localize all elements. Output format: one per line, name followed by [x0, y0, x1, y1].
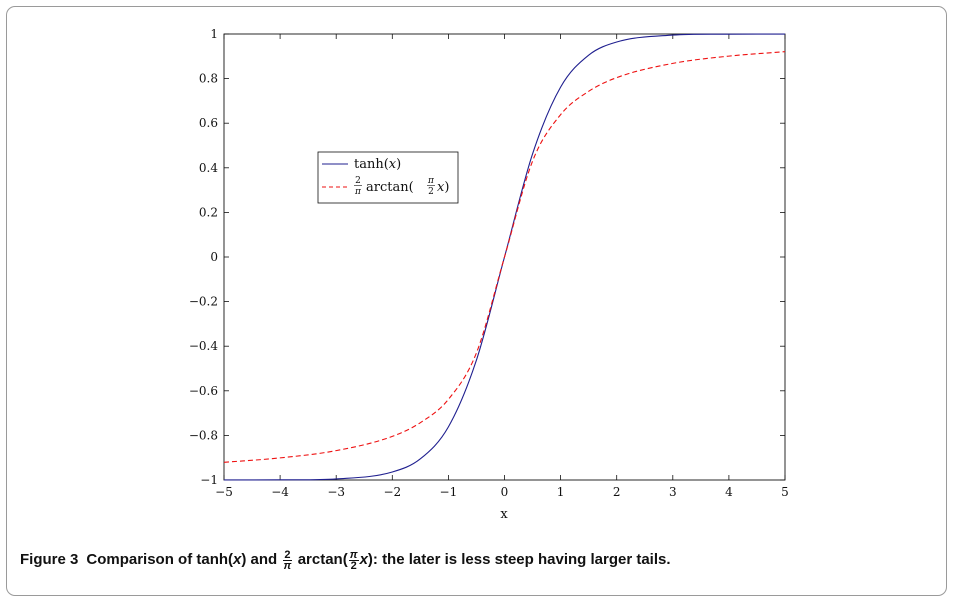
y-tick-label: 0.6: [199, 116, 218, 130]
series-line-arctan: [223, 51, 786, 463]
caption-frac2-numerator: π: [348, 549, 359, 561]
x-tick-label: 0: [501, 485, 509, 499]
x-tick-label: 1: [557, 485, 565, 499]
caption-var-x-1: x: [233, 551, 242, 569]
caption-text-after: ): the later is less steep having larger…: [367, 551, 671, 569]
series-lines: [223, 33, 786, 481]
caption-frac1-denominator: π: [283, 560, 292, 572]
y-tick-label: −0.2: [189, 295, 218, 309]
y-tick-label: −0.4: [189, 339, 219, 353]
caption-label: Figure 3: [20, 551, 79, 569]
x-axis-label: x: [500, 507, 508, 522]
legend-label-tanh: tanh(x): [354, 157, 401, 172]
legend-label-arctan-tail: x): [437, 180, 449, 195]
x-tick-label: 2: [613, 485, 621, 499]
x-tick-label: 5: [781, 485, 789, 499]
legend-frac2-den: 2: [428, 187, 434, 197]
legend: tanh(x)2π arctan(π2 x): [317, 151, 459, 204]
y-tick-label: −0.6: [189, 384, 218, 398]
legend-label-arctan-fn: arctan(: [366, 180, 414, 195]
x-tick-label: −1: [440, 485, 458, 499]
y-tick-label: 0.2: [199, 205, 218, 219]
legend-frac2-num: π: [427, 176, 435, 186]
legend-frac-num: 2: [355, 176, 361, 186]
caption-text-before: Comparison of tanh(: [86, 551, 234, 569]
ticks: −5 −4 −3 −2 −1 0 1 2 3 4 5 −1 −0.8 −0.6 −0.4 −0.2 0 0.2 0.…: [189, 27, 789, 499]
y-tick-label: −0.8: [189, 428, 218, 442]
caption-frac2-denominator: 2: [350, 560, 357, 572]
x-tick-label: −4: [271, 485, 289, 499]
legend-frac-den: π: [354, 187, 362, 197]
y-tick-label: 1: [210, 27, 218, 41]
line-chart: −5 −4 −3 −2 −1 0 1 2 3 4 5 −1 −0.8 −0.6 −0.4 −0.2 0 0.2 0.…: [189, 27, 789, 522]
legend-box: [317, 151, 459, 204]
figure-frame: [6, 6, 947, 596]
y-tick-label: 0: [210, 250, 218, 264]
x-tick-label: −3: [327, 485, 345, 499]
x-tick-label: 3: [669, 485, 677, 499]
caption-frac1-numerator: 2: [283, 549, 292, 561]
y-tick-label: 0.8: [199, 72, 218, 86]
caption-var-x-2: x: [359, 551, 368, 569]
y-tick-label: −1: [200, 473, 218, 487]
x-tick-label: −5: [215, 485, 233, 499]
y-tick-label: 0.4: [199, 161, 218, 175]
caption-text-mid: ) and: [241, 551, 278, 569]
x-tick-label: 4: [725, 485, 733, 499]
caption-text-arctan: arctan(: [297, 551, 348, 569]
x-tick-label: −2: [383, 485, 401, 499]
